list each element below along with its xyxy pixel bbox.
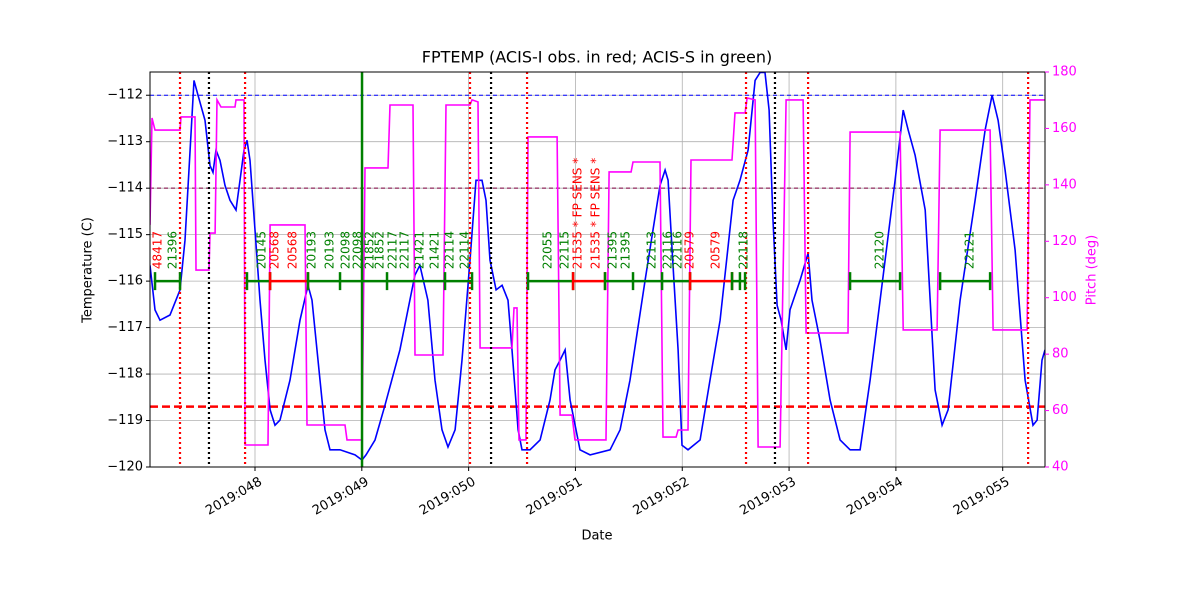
obs-label: 22121 <box>963 231 977 269</box>
obs-label: 22120 <box>873 231 887 269</box>
obs-label: 22116 <box>671 231 685 269</box>
y-tick-label: −118 <box>107 367 143 382</box>
obs-label: 20145 <box>255 231 269 269</box>
chart-title: FPTEMP (ACIS-I obs. in red; ACIS-S in gr… <box>422 48 772 67</box>
obs-label: 21395 <box>619 231 633 269</box>
obs-label: 21535 * FP SENS * <box>589 158 603 269</box>
obs-label: 48417 <box>151 231 165 269</box>
obs-label: 22117 <box>397 231 411 269</box>
obs-label: 22098 <box>350 231 364 269</box>
y-tick-label: −119 <box>107 413 143 428</box>
obs-label: 21421 <box>412 231 426 269</box>
y-tick-label: −112 <box>107 88 143 103</box>
obs-label: 22114 <box>457 231 471 269</box>
obs-label: 20579 <box>683 231 697 269</box>
obs-label: 22116 <box>661 231 675 269</box>
y2-tick-label: 120 <box>1052 234 1077 249</box>
y2-tick-label: 80 <box>1052 347 1069 362</box>
obs-label: 20193 <box>305 231 319 269</box>
data-line <box>150 96 1045 448</box>
obs-label: 20193 <box>322 231 336 269</box>
y2-tick-label: 180 <box>1052 65 1077 80</box>
y-tick-label: −113 <box>107 134 143 149</box>
obs-label: 21852 <box>363 231 377 269</box>
obs-label: 22098 <box>339 231 353 269</box>
y2-tick-label: 60 <box>1052 403 1069 418</box>
y2-tick-label: 160 <box>1052 121 1077 136</box>
obs-label: 22118 <box>737 231 751 269</box>
obs-label: 22117 <box>386 231 400 269</box>
obs-label: 22055 <box>540 231 554 269</box>
x-axis-label: Date <box>581 529 612 544</box>
y-tick-label: −115 <box>107 227 143 242</box>
y2-tick-label: 40 <box>1052 460 1069 475</box>
data-line <box>150 72 1045 462</box>
obs-label: 20579 <box>709 231 723 269</box>
obs-label: 22114 <box>443 231 457 269</box>
obs-label: 21535 * FP SENS * <box>571 158 585 269</box>
y2-axis-label: Pitch (deg) <box>1085 235 1100 305</box>
obs-label: 20568 <box>267 231 281 269</box>
obs-label: 22113 <box>645 231 659 269</box>
obs-label: 21395 <box>606 231 620 269</box>
obs-label: 20568 <box>286 231 300 269</box>
obs-label: 21421 <box>427 231 441 269</box>
plot-frame <box>149 71 1046 468</box>
y-tick-label: −117 <box>107 320 143 335</box>
y-tick-label: −114 <box>107 181 143 196</box>
obs-label: 22115 <box>558 231 572 269</box>
plot-area <box>150 72 1045 467</box>
y-axis-label: Temperature (C) <box>81 217 96 324</box>
y2-tick-label: 140 <box>1052 177 1077 192</box>
y2-tick-label: 100 <box>1052 290 1077 305</box>
y-tick-label: −116 <box>107 274 143 289</box>
obs-label: 21396 <box>165 231 179 269</box>
y-tick-label: −120 <box>107 460 143 475</box>
obs-label: 21852 <box>372 231 386 269</box>
